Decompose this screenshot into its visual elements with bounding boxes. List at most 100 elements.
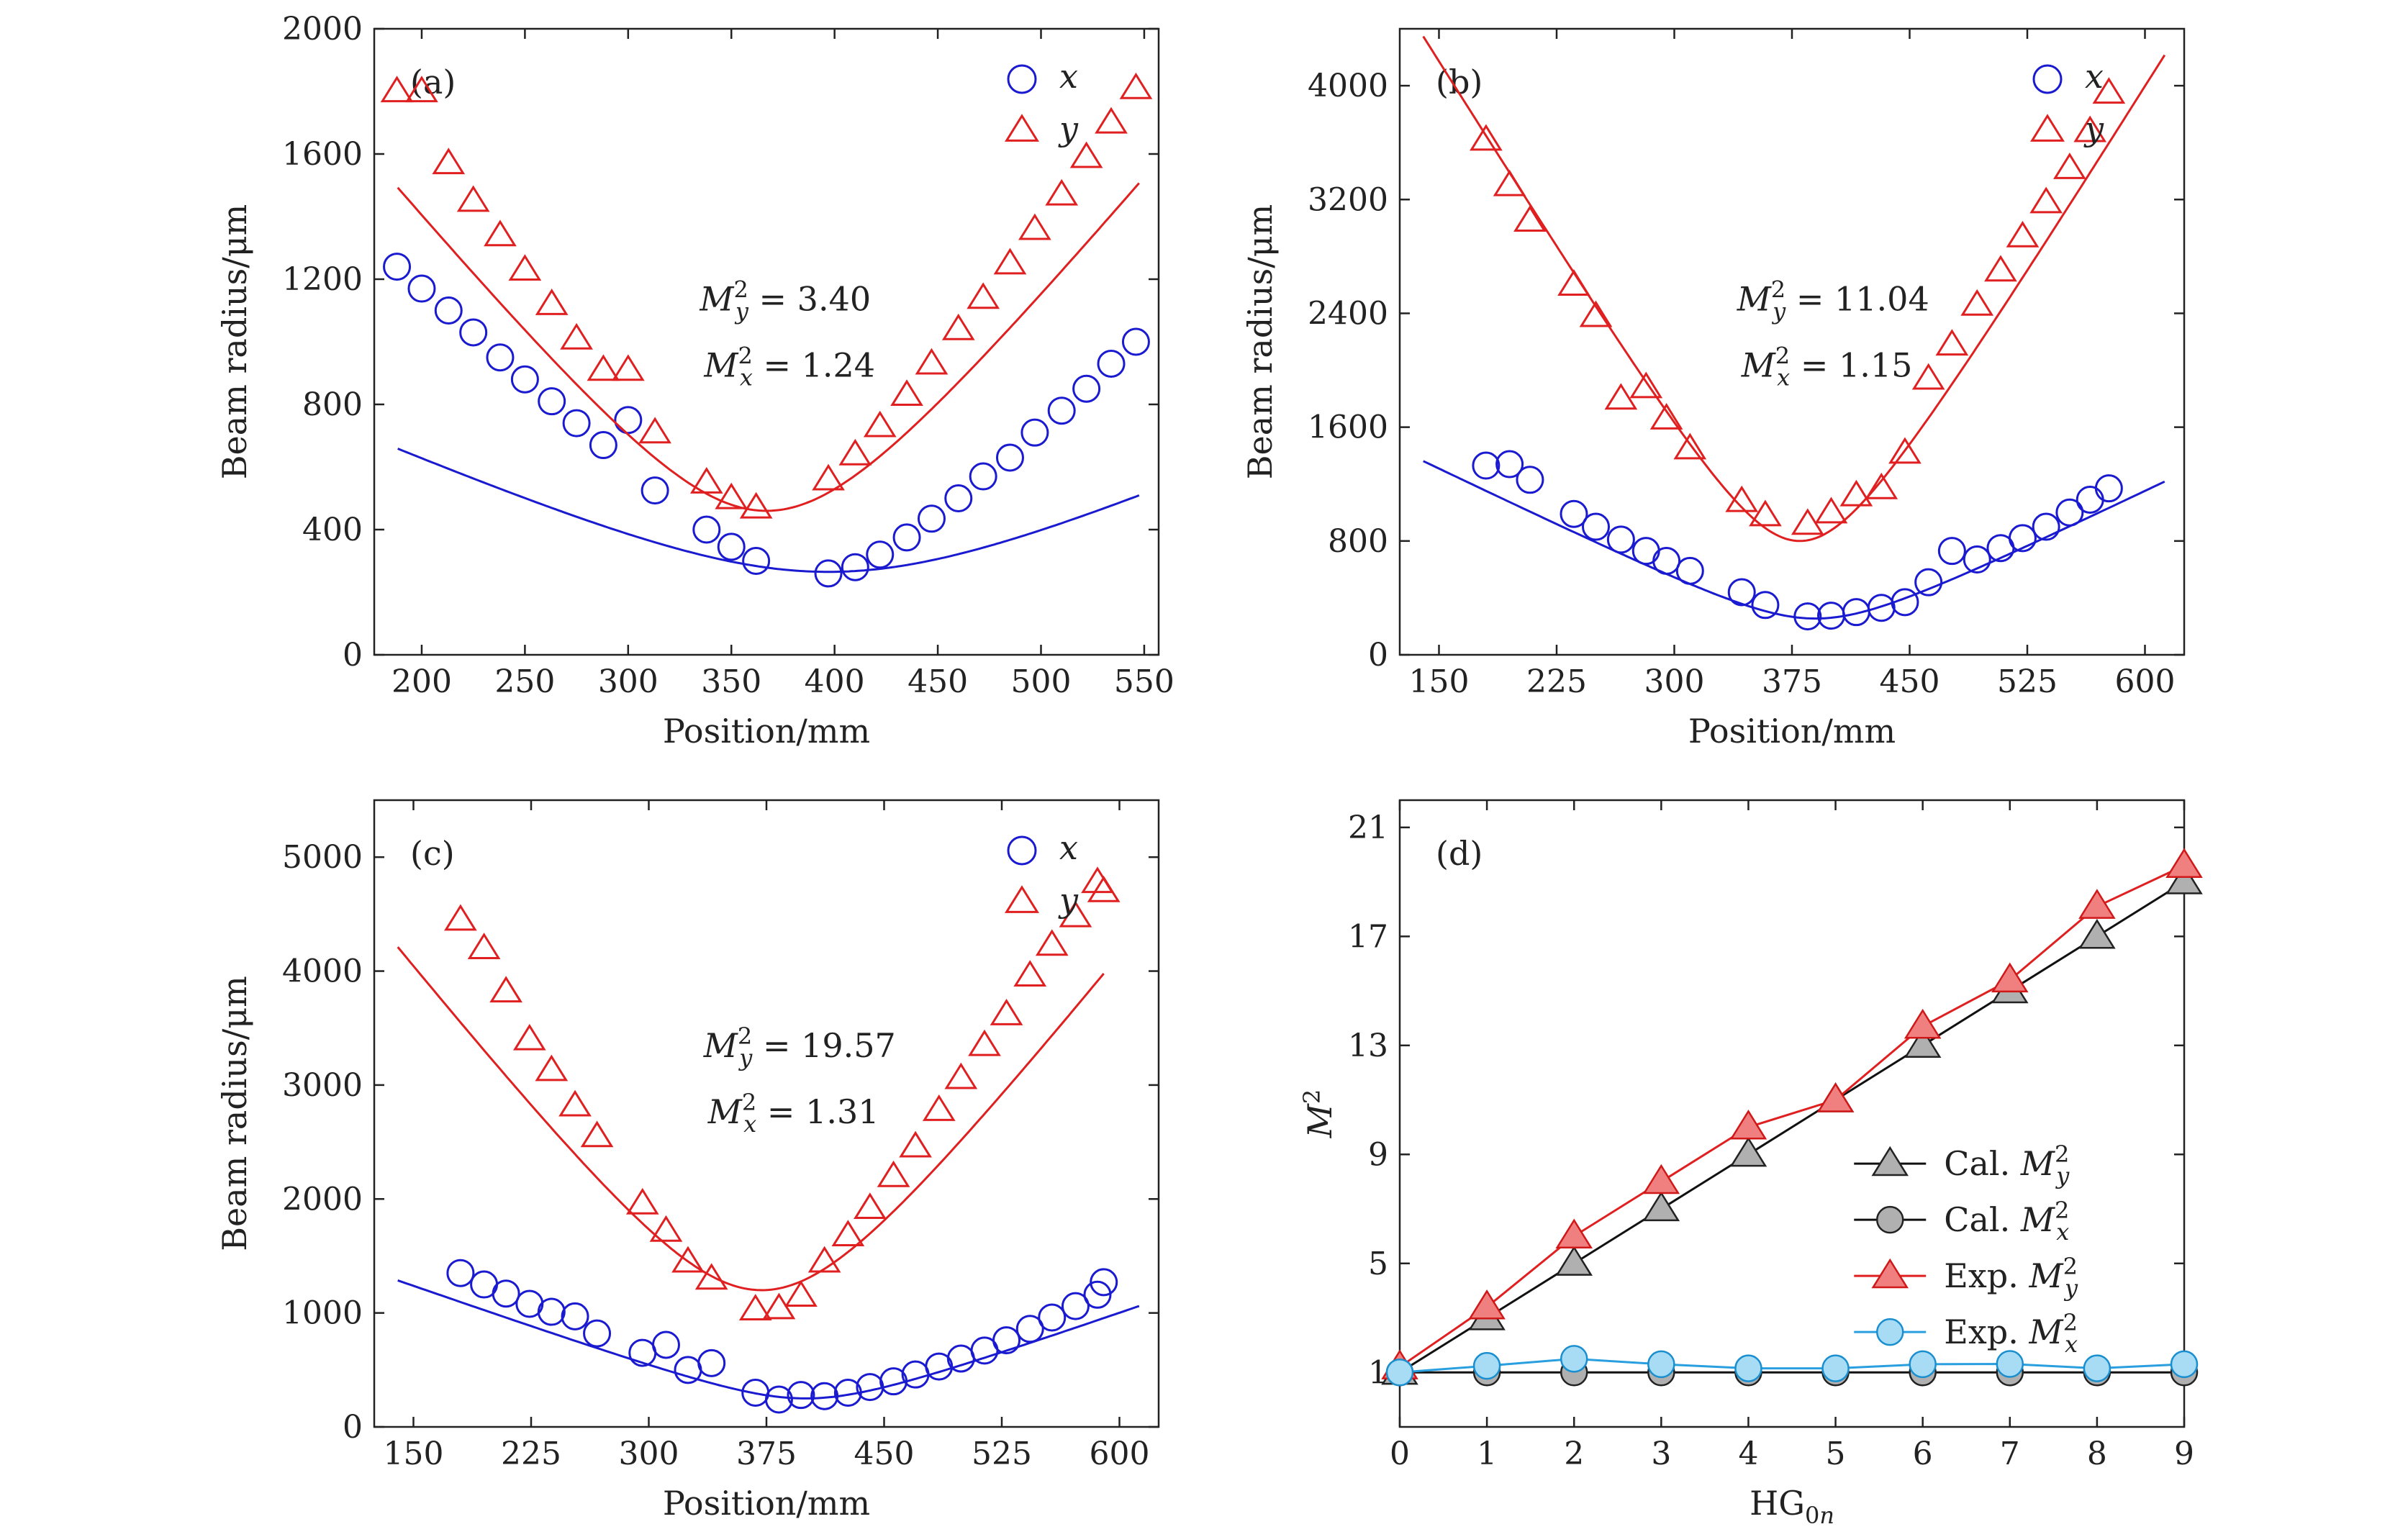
- fit-curve-x: [397, 1279, 1140, 1400]
- legend-label-0: Cal. M2 y: [1944, 1141, 2070, 1189]
- data-point-y: [1984, 255, 2017, 282]
- y-tick-label: 0: [343, 637, 363, 674]
- data-point-x: [1751, 591, 1780, 620]
- x-tick-label: 450: [907, 663, 968, 700]
- series-marker-0: [1729, 1136, 1767, 1167]
- x-tick-label: 225: [1526, 663, 1587, 700]
- data-point-y: [1013, 960, 1047, 987]
- data-point-x: [2076, 485, 2104, 514]
- y-tick-label: 1600: [282, 136, 363, 173]
- series-marker-2: [1904, 1008, 1942, 1039]
- series-marker-2: [2078, 889, 2116, 919]
- data-point-x: [407, 274, 436, 303]
- x-tick-label: 600: [2115, 663, 2176, 700]
- legend-marker-y: [1005, 114, 1039, 142]
- data-point-y: [580, 1120, 614, 1148]
- y-tick-label: 5: [1368, 1246, 1388, 1282]
- data-point-y: [558, 1089, 592, 1117]
- data-point-x: [583, 1319, 612, 1348]
- data-point-x: [814, 559, 843, 588]
- series-marker-3: [1821, 1354, 1850, 1382]
- legend-marker-y: [1005, 885, 1039, 913]
- data-point-y: [380, 76, 414, 103]
- data-point-y: [694, 1263, 728, 1290]
- data-point-y: [899, 1130, 932, 1158]
- annotation-m2y: M2 y = 19.57: [703, 1023, 896, 1071]
- x-tick-label: 400: [805, 663, 865, 700]
- data-point-x: [1472, 451, 1501, 480]
- annotation-m2x: M2 x = 1.15: [1741, 343, 1913, 391]
- series-marker-0: [2078, 918, 2116, 949]
- series-marker-2: [1468, 1289, 1506, 1320]
- legend-marker-x: [2032, 64, 2063, 94]
- data-point-y: [2073, 115, 2107, 142]
- data-point-x: [946, 1344, 975, 1373]
- x-tick-label: 525: [972, 1436, 1032, 1472]
- data-point-y: [625, 1187, 659, 1215]
- x-axis-title: HG0n: [1750, 1484, 1834, 1529]
- data-point-x: [537, 1297, 566, 1326]
- data-point-y: [2029, 186, 2063, 214]
- y-axis-title: M2: [1298, 1089, 1339, 1138]
- y-tick-label: 400: [302, 512, 363, 548]
- series-marker-3: [1734, 1354, 1762, 1382]
- data-point-y: [1839, 479, 1873, 507]
- data-point-x: [810, 1382, 839, 1410]
- x-tick-label: 300: [619, 1436, 679, 1472]
- x-tick-label: 5: [1826, 1436, 1846, 1472]
- x-axis-title: Position/mm: [1688, 712, 1896, 751]
- y-tick-label: 2400: [1308, 295, 1388, 332]
- data-point-x: [764, 1385, 793, 1414]
- annotation-m2x: M2 x = 1.31: [707, 1089, 879, 1138]
- x-tick-label: 4: [1738, 1436, 1758, 1472]
- x-tick-label: 375: [736, 1436, 797, 1472]
- data-point-x: [614, 406, 643, 435]
- data-point-x: [1937, 537, 1966, 566]
- data-point-x: [1015, 1315, 1044, 1343]
- data-point-x: [1891, 588, 1919, 617]
- data-point-x: [538, 387, 566, 416]
- data-point-y: [484, 219, 517, 247]
- data-point-y: [1095, 106, 1128, 134]
- legend-marker-1: [1876, 1205, 1904, 1234]
- data-point-x: [561, 1302, 589, 1330]
- legend-label-x: x: [1059, 57, 1078, 96]
- x-tick-label: 550: [1114, 663, 1174, 700]
- data-point-y: [967, 282, 1000, 309]
- legend-label-y: y: [1058, 109, 1079, 148]
- annotation-m2y: M2 y = 11.04: [1737, 276, 1929, 325]
- x-tick-label: 8: [2087, 1436, 2107, 1472]
- data-point-y: [863, 410, 897, 437]
- series-marker-3: [2083, 1354, 2111, 1382]
- data-point-y: [1119, 72, 1153, 99]
- x-tick-label: 300: [1644, 663, 1705, 700]
- data-point-x: [459, 318, 488, 347]
- series-marker-0: [1904, 1028, 1942, 1058]
- series-marker-0: [1555, 1246, 1593, 1276]
- series-marker-2: [2165, 848, 2203, 879]
- data-point-y: [432, 148, 466, 175]
- y-axis-title: Beam radius/μm: [215, 204, 254, 480]
- x-tick-label: 0: [1390, 1436, 1410, 1472]
- data-point-y: [405, 76, 438, 103]
- data-point-y: [560, 322, 593, 350]
- data-point-x: [1047, 396, 1076, 425]
- data-point-y: [854, 1192, 887, 1220]
- legend-marker-0: [1871, 1146, 1909, 1176]
- data-point-y: [1604, 383, 1638, 410]
- x-tick-label: 6: [1913, 1436, 1933, 1472]
- series-marker-3: [2170, 1350, 2199, 1379]
- series-marker-0: [2165, 864, 2203, 894]
- y-tick-label: 800: [1328, 523, 1388, 560]
- x-tick-label: 2: [1564, 1436, 1584, 1472]
- data-point-y: [812, 463, 845, 491]
- data-point-x: [787, 1381, 815, 1410]
- data-point-x: [383, 253, 412, 281]
- y-tick-label: 1: [1368, 1354, 1388, 1391]
- legend-label-3: Exp. M2 x: [1944, 1309, 2078, 1358]
- data-point-x: [674, 1356, 702, 1384]
- data-point-x: [856, 1373, 884, 1402]
- data-point-y: [535, 1054, 569, 1082]
- legend-marker-3: [1876, 1318, 1904, 1346]
- data-point-y: [671, 1246, 705, 1273]
